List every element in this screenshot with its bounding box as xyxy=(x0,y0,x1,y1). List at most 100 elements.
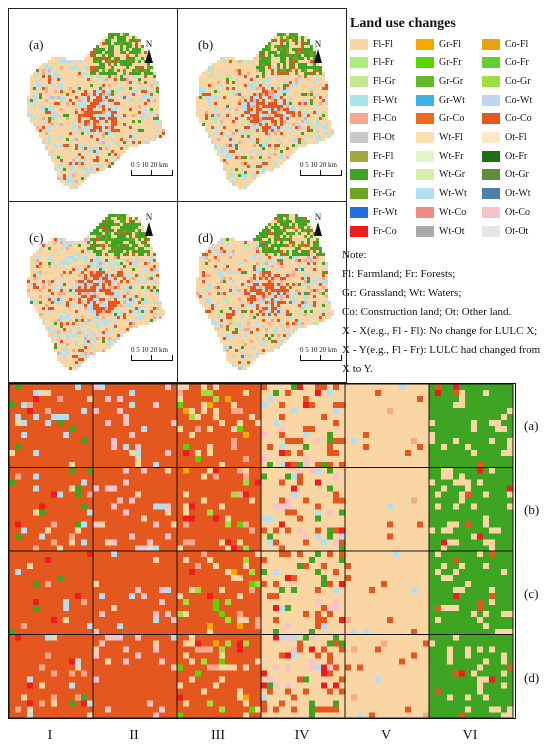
map-cell xyxy=(99,337,102,340)
map-cell xyxy=(295,141,298,144)
map-cell xyxy=(129,253,132,256)
map-cell xyxy=(135,114,138,117)
map-cell xyxy=(292,60,295,63)
map-cell xyxy=(262,135,265,138)
map-cell xyxy=(126,90,129,93)
map-cell xyxy=(108,298,111,301)
map-cell xyxy=(102,346,105,349)
map-cell xyxy=(289,229,292,232)
map-cell xyxy=(238,180,241,183)
map-cell xyxy=(286,90,289,93)
map-cell xyxy=(111,298,114,301)
map-cell xyxy=(57,340,60,343)
map-cell xyxy=(60,93,63,96)
map-cell xyxy=(66,180,69,183)
map-cell xyxy=(235,244,238,247)
map-cell xyxy=(27,105,30,108)
map-cell xyxy=(87,159,90,162)
map-cell xyxy=(235,183,238,186)
map-cell xyxy=(262,108,265,111)
map-cell xyxy=(238,186,241,189)
map-cell xyxy=(99,238,102,241)
map-cell xyxy=(117,328,120,331)
map-cell xyxy=(316,123,319,126)
map-cell xyxy=(247,180,250,183)
map-cell xyxy=(81,156,84,159)
map-cell xyxy=(117,105,120,108)
map-cell xyxy=(123,301,126,304)
map-cell xyxy=(153,310,156,313)
map-cell xyxy=(78,162,81,165)
map-cell xyxy=(262,54,265,57)
map-cell xyxy=(99,81,102,84)
map-cell xyxy=(274,60,277,63)
map-cell xyxy=(63,84,66,87)
map-cell xyxy=(322,102,325,105)
map-cell xyxy=(268,87,271,90)
map-cell xyxy=(69,253,72,256)
map-cell xyxy=(102,123,105,126)
map-cell xyxy=(63,322,66,325)
map-cell xyxy=(108,96,111,99)
map-cell xyxy=(93,123,96,126)
map-cell xyxy=(108,250,111,253)
map-cell xyxy=(66,340,69,343)
map-cell xyxy=(238,171,241,174)
map-cell xyxy=(111,105,114,108)
map-cell xyxy=(126,217,129,220)
map-cell xyxy=(310,120,313,123)
map-cell xyxy=(63,93,66,96)
map-cell xyxy=(147,93,150,96)
map-cell xyxy=(289,217,292,220)
map-cell xyxy=(205,99,208,102)
map-cell xyxy=(63,280,66,283)
map-cell xyxy=(138,289,141,292)
map-cell xyxy=(54,247,57,250)
map-cell xyxy=(75,123,78,126)
map-cell xyxy=(123,54,126,57)
map-cell xyxy=(75,355,78,358)
map-cell xyxy=(81,81,84,84)
map-cell xyxy=(75,268,78,271)
map-cell xyxy=(283,45,286,48)
map-cell xyxy=(132,238,135,241)
map-cell xyxy=(72,138,75,141)
map-cell xyxy=(241,156,244,159)
map-cell xyxy=(135,36,138,39)
map-cell xyxy=(295,238,298,241)
map-cell xyxy=(244,81,247,84)
map-cell xyxy=(72,105,75,108)
map-cell xyxy=(84,117,87,120)
map-cell xyxy=(36,75,39,78)
map-cell xyxy=(298,66,301,69)
map-cell xyxy=(150,304,153,307)
map-cell xyxy=(235,123,238,126)
map-cell xyxy=(301,87,304,90)
map-cell xyxy=(132,108,135,111)
map-cell xyxy=(90,84,93,87)
map-cell xyxy=(238,147,241,150)
map-cell xyxy=(87,174,90,177)
map-cell xyxy=(78,343,81,346)
map-cell xyxy=(54,265,57,268)
map-cell xyxy=(262,126,265,129)
map-cell xyxy=(298,232,301,235)
map-cell xyxy=(220,244,223,247)
map-cell xyxy=(39,265,42,268)
map-cell xyxy=(244,84,247,87)
map-cell xyxy=(307,69,310,72)
map-cell xyxy=(292,57,295,60)
map-cell xyxy=(220,147,223,150)
map-cell xyxy=(265,123,268,126)
map-cell xyxy=(120,235,123,238)
map-cell xyxy=(93,120,96,123)
map-cell xyxy=(75,274,78,277)
map-cell xyxy=(93,313,96,316)
map-cell xyxy=(39,75,42,78)
map-cell xyxy=(48,247,51,250)
map-cell xyxy=(54,307,57,310)
map-cell xyxy=(120,48,123,51)
map-cell xyxy=(256,120,259,123)
map-cell xyxy=(78,271,81,274)
map-cell xyxy=(229,159,232,162)
